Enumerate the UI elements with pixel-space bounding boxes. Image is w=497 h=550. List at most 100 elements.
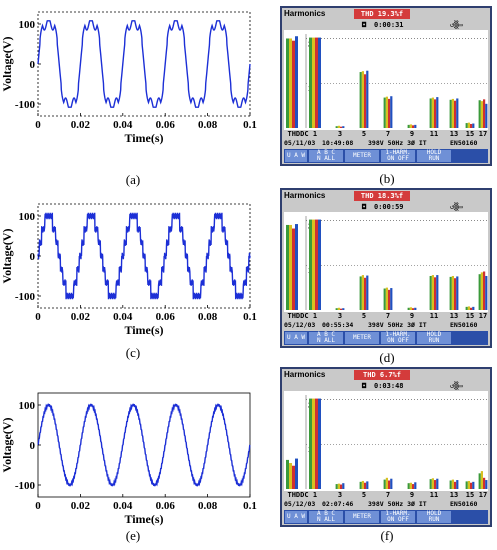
bar-15-0 xyxy=(465,481,468,489)
elapsed-time: 0:00:59 xyxy=(374,203,404,211)
bar-13-0 xyxy=(449,480,452,489)
x-tick-label: 0.06 xyxy=(156,500,176,512)
harmonic-bar-chart: 20%10% xyxy=(284,212,488,312)
x-tick-label: 0 xyxy=(35,311,41,323)
harm-button[interactable]: 1-HARM. ON OFF xyxy=(381,511,415,523)
bar-13-3 xyxy=(456,480,459,489)
status-icons: ↺▒▭ xyxy=(450,203,463,211)
bar-15-2 xyxy=(470,482,473,489)
meter-button[interactable]: METER xyxy=(345,332,379,344)
bar-1-2 xyxy=(315,219,318,310)
order-label: THDDC xyxy=(287,312,309,320)
order-label: 15 xyxy=(465,491,475,499)
order-label: 11 xyxy=(429,491,439,499)
order-label: 3 xyxy=(337,130,343,138)
bar-THDDC-0 xyxy=(286,459,289,489)
y-axis-label: Voltage(V) xyxy=(0,37,14,92)
status-standard: EN50160 xyxy=(450,321,478,329)
bar-5-0 xyxy=(359,276,362,310)
abc-button-label: A B C xyxy=(316,149,336,156)
hold-button[interactable]: HOLD RUN xyxy=(417,511,451,523)
abc-button-sublabel: N ALL xyxy=(316,337,336,344)
harm-button[interactable]: 1-HARM. ON OFF xyxy=(381,332,415,344)
bar-13-3 xyxy=(456,276,459,310)
x-tick-label: 0.02 xyxy=(71,500,91,512)
status-supply: 398V 50Hz 3Ø IT xyxy=(368,139,427,147)
x-axis-label: Time(s) xyxy=(124,323,163,337)
harmonics-meter-d: Harmonics THD 18.3%f ◘ 0:00:59 ↺▒▭ 20%10% THDD… xyxy=(280,188,492,348)
y-tick-label: -100 xyxy=(15,291,36,303)
elapsed-time: 0:00:31 xyxy=(374,21,404,29)
bar-17-3 xyxy=(485,275,488,310)
harm-button-sublabel: ON OFF xyxy=(387,337,409,344)
abc-button-label: A B C xyxy=(316,331,336,338)
bar-13-0 xyxy=(449,99,452,128)
meter-button-label: METER xyxy=(352,334,372,341)
status-standard: EN50160 xyxy=(450,500,478,508)
hold-button-label: HOLD xyxy=(426,149,442,156)
bar-THDDC-1 xyxy=(289,463,292,489)
order-label: 13 xyxy=(449,130,459,138)
bar-7-0 xyxy=(383,97,386,128)
order-label: 13 xyxy=(449,491,459,499)
status-date: 05/11/03 xyxy=(284,139,316,147)
bar-3-1 xyxy=(337,307,340,310)
bar-THDDC-2 xyxy=(292,465,295,489)
order-label: 13 xyxy=(449,312,459,320)
bar-3-2 xyxy=(340,308,343,310)
order-label: 1 xyxy=(312,312,318,320)
hold-button[interactable]: HOLD RUN xyxy=(417,332,451,344)
harm-button[interactable]: 1-HARM. ON OFF xyxy=(381,150,415,162)
bar-9-2 xyxy=(412,484,415,489)
harmonic-order-labels: THDDC 1 3 5 7 9 11 13 15 17 xyxy=(284,491,488,501)
bar-7-1 xyxy=(385,96,388,128)
bar-7-0 xyxy=(383,479,386,489)
order-label: 7 xyxy=(385,491,391,499)
bar-9-3 xyxy=(414,307,417,310)
bar-THDDC-3 xyxy=(295,224,298,310)
abc-button-sublabel: N ALL xyxy=(316,516,336,523)
caption-e: (e) xyxy=(125,528,141,543)
bar-7-3 xyxy=(390,288,393,310)
bar-7-1 xyxy=(385,287,388,310)
bar-1-3 xyxy=(318,37,321,129)
caption-f: (f) xyxy=(380,528,394,543)
bar-5-0 xyxy=(359,481,362,489)
x-tick-label: 0.04 xyxy=(113,500,133,512)
harmonic-order-labels: THDDC 1 3 5 7 9 11 13 15 17 xyxy=(284,130,488,140)
harmonic-bars-svg: 20%10% xyxy=(286,395,488,489)
elapsed-time: 0:03:48 xyxy=(374,382,404,390)
bar-3-0 xyxy=(335,126,338,128)
thd-badge: THD 19.3%f xyxy=(354,9,410,19)
bar-1-3 xyxy=(318,398,321,489)
bar-3-3 xyxy=(342,483,345,489)
harmonic-bars-svg: 20%10% xyxy=(286,216,488,310)
bar-17-2 xyxy=(483,477,486,489)
phase-button[interactable]: U A W xyxy=(285,511,307,523)
hold-button[interactable]: HOLD RUN xyxy=(417,150,451,162)
order-label: 1 xyxy=(312,491,318,499)
phase-button-label: U A W xyxy=(286,334,306,341)
phase-button[interactable]: U A W xyxy=(285,332,307,344)
phase-button[interactable]: U A W xyxy=(285,150,307,162)
bar-5-3 xyxy=(366,275,369,310)
status-line: 05/12/03 00:55:34 398V 50Hz 3Ø IT EN50160 xyxy=(284,321,488,330)
status-supply: 398V 50Hz 3Ø IT xyxy=(368,321,427,329)
waveform-plot-a: 0 0.02 0.04 0.06 0.08 0.1 -100 0 100 Time(s) Volta… xyxy=(0,4,260,154)
bar-5-2 xyxy=(364,277,367,310)
bar-11-0 xyxy=(429,98,432,128)
bar-THDDC-3 xyxy=(295,36,298,128)
bar-9-2 xyxy=(412,125,415,128)
bar-15-2 xyxy=(470,307,473,310)
meter-button[interactable]: METER xyxy=(345,150,379,162)
order-label: 9 xyxy=(409,491,415,499)
order-label: 9 xyxy=(409,130,415,138)
x-tick-label: 0.04 xyxy=(113,119,133,131)
meter-button[interactable]: METER xyxy=(345,511,379,523)
harmonic-bar-chart: 20%10% xyxy=(284,30,488,130)
order-label: THDDC xyxy=(287,130,309,138)
